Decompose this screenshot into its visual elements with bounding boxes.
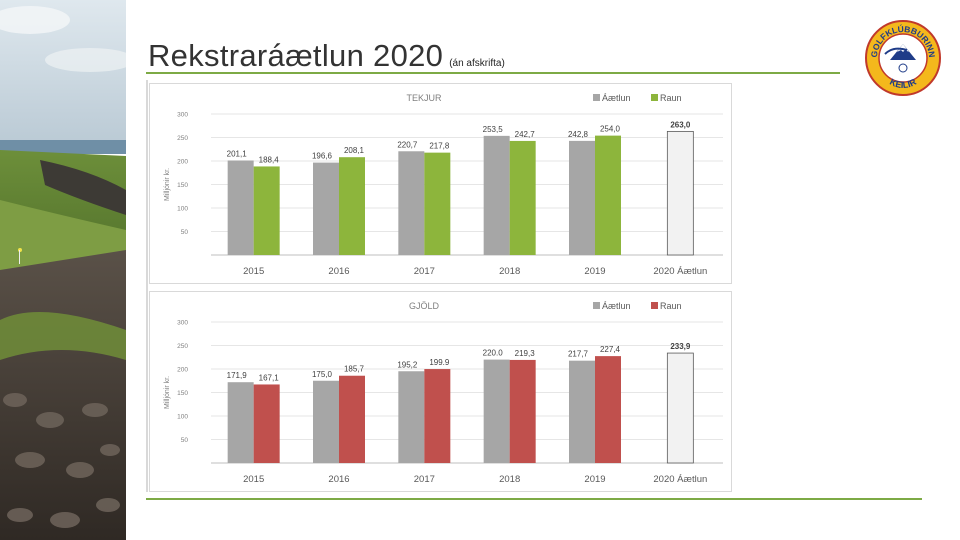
bar-plan (569, 360, 595, 463)
data-label-plan: 253,5 (483, 125, 504, 134)
x-tick-label: 2016 (328, 266, 349, 277)
data-label-actual: 254,0 (600, 125, 621, 134)
data-label-plan: 196,6 (312, 152, 333, 161)
bar-actual (424, 152, 451, 255)
bar-actual (339, 375, 365, 463)
golf-course-photo (0, 0, 126, 540)
bar-actual (509, 140, 536, 255)
y-tick-label: 200 (177, 159, 188, 166)
chart-title: GJÖLD (409, 301, 440, 311)
y-axis-label: Milljónir kr. (164, 376, 171, 409)
x-tick-label: 2015 (243, 474, 264, 485)
bar-plan (398, 371, 425, 463)
chart-title: TEKJUR (406, 93, 442, 103)
data-label-plan: 217,7 (568, 350, 589, 359)
data-label-plan: 195,2 (397, 360, 418, 369)
data-label-plan: 233,9 (670, 342, 691, 351)
data-label-plan: 171,9 (227, 371, 248, 380)
logo-text-bottom: KEILIR (888, 76, 918, 90)
data-label-plan: 263,0 (670, 120, 691, 129)
x-tick-label: 2019 (584, 474, 605, 485)
data-label-actual: 217,8 (429, 142, 450, 151)
data-label-actual: 185,7 (344, 365, 365, 374)
legend-swatch (651, 302, 658, 309)
legend-swatch (651, 94, 658, 101)
data-label-plan: 220.0 (483, 349, 504, 358)
y-tick-label: 200 (177, 367, 188, 374)
data-label-actual: 242,7 (515, 130, 536, 139)
title-block: Rekstraráætlun 2020 (án afskrifta) (148, 38, 505, 74)
bar-plan (483, 359, 510, 463)
bar-actual (509, 359, 536, 463)
data-label-actual: 199.9 (429, 358, 450, 367)
bar-actual (253, 384, 280, 463)
y-tick-label: 100 (177, 414, 188, 421)
data-label-plan: 175,0 (312, 370, 333, 379)
bar-actual (424, 369, 451, 463)
data-label-actual: 227,4 (600, 345, 621, 354)
x-tick-label: 2019 (584, 266, 605, 277)
page-subtitle: (án afskrifta) (449, 58, 505, 69)
y-tick-label: 150 (177, 182, 188, 189)
bar-forecast (666, 352, 694, 464)
title-underline (146, 72, 840, 74)
legend-label: Raun (660, 93, 682, 103)
y-tick-label: 150 (177, 390, 188, 397)
x-tick-label: 2016 (328, 474, 349, 485)
x-tick-label: 2020 Áætlun (653, 266, 707, 277)
golf-course-image (0, 0, 126, 540)
bar-plan (313, 162, 339, 255)
club-logo: GOLFKLÚBBURINN KEILIR (863, 18, 943, 98)
bottom-rule (146, 498, 922, 500)
data-label-actual: 167,1 (259, 373, 280, 382)
legend-label: Áætlun (602, 301, 631, 311)
y-tick-label: 250 (177, 135, 188, 142)
bar-plan (398, 151, 425, 255)
bar-actual (595, 135, 621, 255)
bar-forecast (666, 130, 694, 256)
bar-actual (339, 157, 365, 255)
y-tick-label: 250 (177, 343, 188, 350)
chart-panel-tekjur: 50 100 150 200 250 300 Milljónir kr. TEKJUR Áætl… (149, 83, 732, 284)
bar-plan (227, 160, 254, 255)
x-tick-label: 2018 (499, 266, 520, 277)
x-tick-label: 2017 (414, 266, 435, 277)
data-label-plan: 220,7 (397, 140, 418, 149)
bar-actual (595, 356, 621, 463)
legend-label: Raun (660, 301, 682, 311)
data-label-actual: 219,3 (515, 349, 536, 358)
data-label-plan: 201,1 (227, 149, 248, 158)
chart-svg: 50 100 150 200 250 300 Milljónir kr. TEKJUR Áætl… (164, 93, 723, 277)
svg-text:KEILIR: KEILIR (888, 76, 918, 90)
bar-plan (483, 135, 510, 255)
data-label-plan: 242,8 (568, 130, 589, 139)
chart-panel-gjold: 50 100 150 200 250 300 Milljónir kr. GJÖLD Áætlu… (149, 291, 732, 492)
legend-label: Áætlun (602, 93, 631, 103)
legend-swatch (593, 302, 600, 309)
bar-actual (253, 166, 280, 255)
data-label-actual: 188,4 (259, 155, 280, 164)
y-tick-label: 50 (181, 437, 189, 444)
chart-svg: 50 100 150 200 250 300 Milljónir kr. GJÖLD Áætlu… (164, 301, 723, 485)
page-title: Rekstraráætlun 2020 (148, 38, 444, 73)
y-axis-label: Milljónir kr. (164, 168, 171, 201)
legend-swatch (593, 94, 600, 101)
y-tick-label: 100 (177, 206, 188, 213)
x-tick-label: 2020 Áætlun (653, 474, 707, 485)
y-tick-label: 50 (181, 229, 189, 236)
bar-plan (313, 380, 339, 463)
keilir-logo-icon: GOLFKLÚBBURINN KEILIR (865, 20, 941, 96)
bar-plan (227, 382, 254, 463)
bar-plan (569, 140, 595, 255)
x-tick-label: 2017 (414, 474, 435, 485)
x-tick-label: 2018 (499, 474, 520, 485)
x-tick-label: 2015 (243, 266, 264, 277)
y-tick-label: 300 (177, 320, 188, 327)
data-label-actual: 208,1 (344, 146, 365, 155)
y-tick-label: 300 (177, 112, 188, 119)
side-rule (146, 80, 148, 492)
